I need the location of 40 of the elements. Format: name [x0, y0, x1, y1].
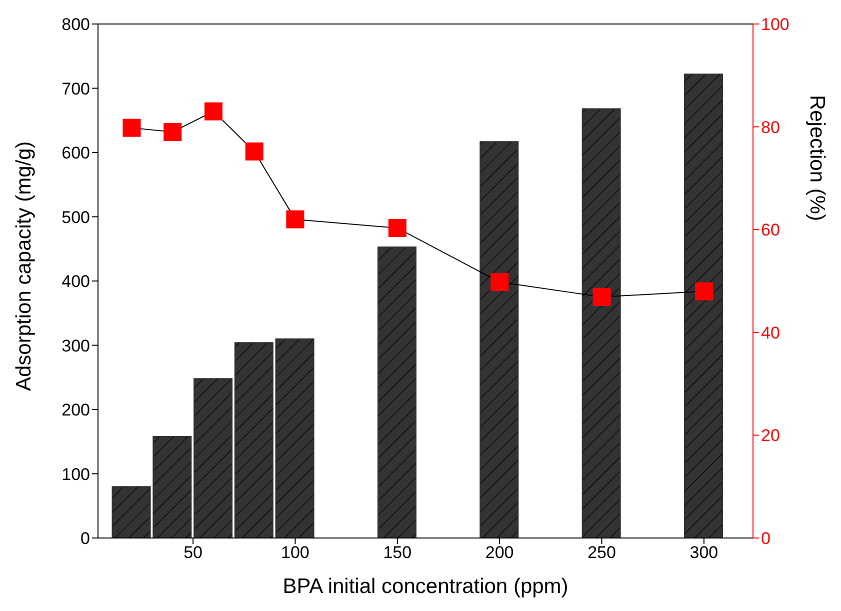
y-tick-label: 300	[62, 336, 90, 356]
y2-tick-label: 0	[761, 529, 770, 548]
point	[490, 273, 509, 292]
x-tick-label: 250	[588, 543, 616, 562]
point	[122, 118, 141, 137]
y-tick-label: 0	[80, 529, 90, 548]
point	[204, 102, 222, 120]
bar	[194, 378, 233, 538]
y-tick-label: 800	[62, 15, 90, 34]
bar	[275, 338, 314, 538]
point	[245, 142, 264, 160]
x-tick-label: 200	[485, 543, 514, 562]
y-tick-label: 700	[62, 79, 90, 98]
x-tick-label: 50	[184, 543, 202, 562]
y2-tick-label: 100	[761, 15, 790, 34]
y2-tick-label: 80	[761, 118, 780, 137]
point	[388, 219, 406, 238]
y2-tick-label: 20	[761, 426, 780, 446]
y-tick-label: 200	[62, 400, 90, 420]
y-axis-title: Adsorption capacity (mg/g)	[12, 141, 36, 391]
bar	[480, 141, 519, 538]
y-tick-label: 100	[62, 464, 90, 484]
bar	[377, 246, 416, 538]
point	[286, 210, 304, 228]
x-tick-label: 150	[383, 543, 412, 562]
point	[592, 288, 611, 306]
y2-axis-title: Rejection (%)	[806, 94, 829, 221]
y2-tick-label: 40	[761, 323, 780, 342]
bar	[582, 108, 621, 538]
bar	[684, 74, 724, 538]
point	[164, 122, 182, 141]
y-tick-label: 400	[62, 272, 90, 292]
x-tick-label: 100	[281, 543, 310, 562]
x-tick-label: 300	[690, 543, 718, 562]
y-tick-label: 600	[62, 144, 90, 163]
y2-tick-label: 60	[761, 220, 780, 240]
point	[694, 282, 713, 300]
y-tick-label: 500	[62, 208, 90, 227]
bar	[234, 342, 274, 538]
x-axis-title: BPA initial concentration (ppm)	[282, 575, 568, 598]
